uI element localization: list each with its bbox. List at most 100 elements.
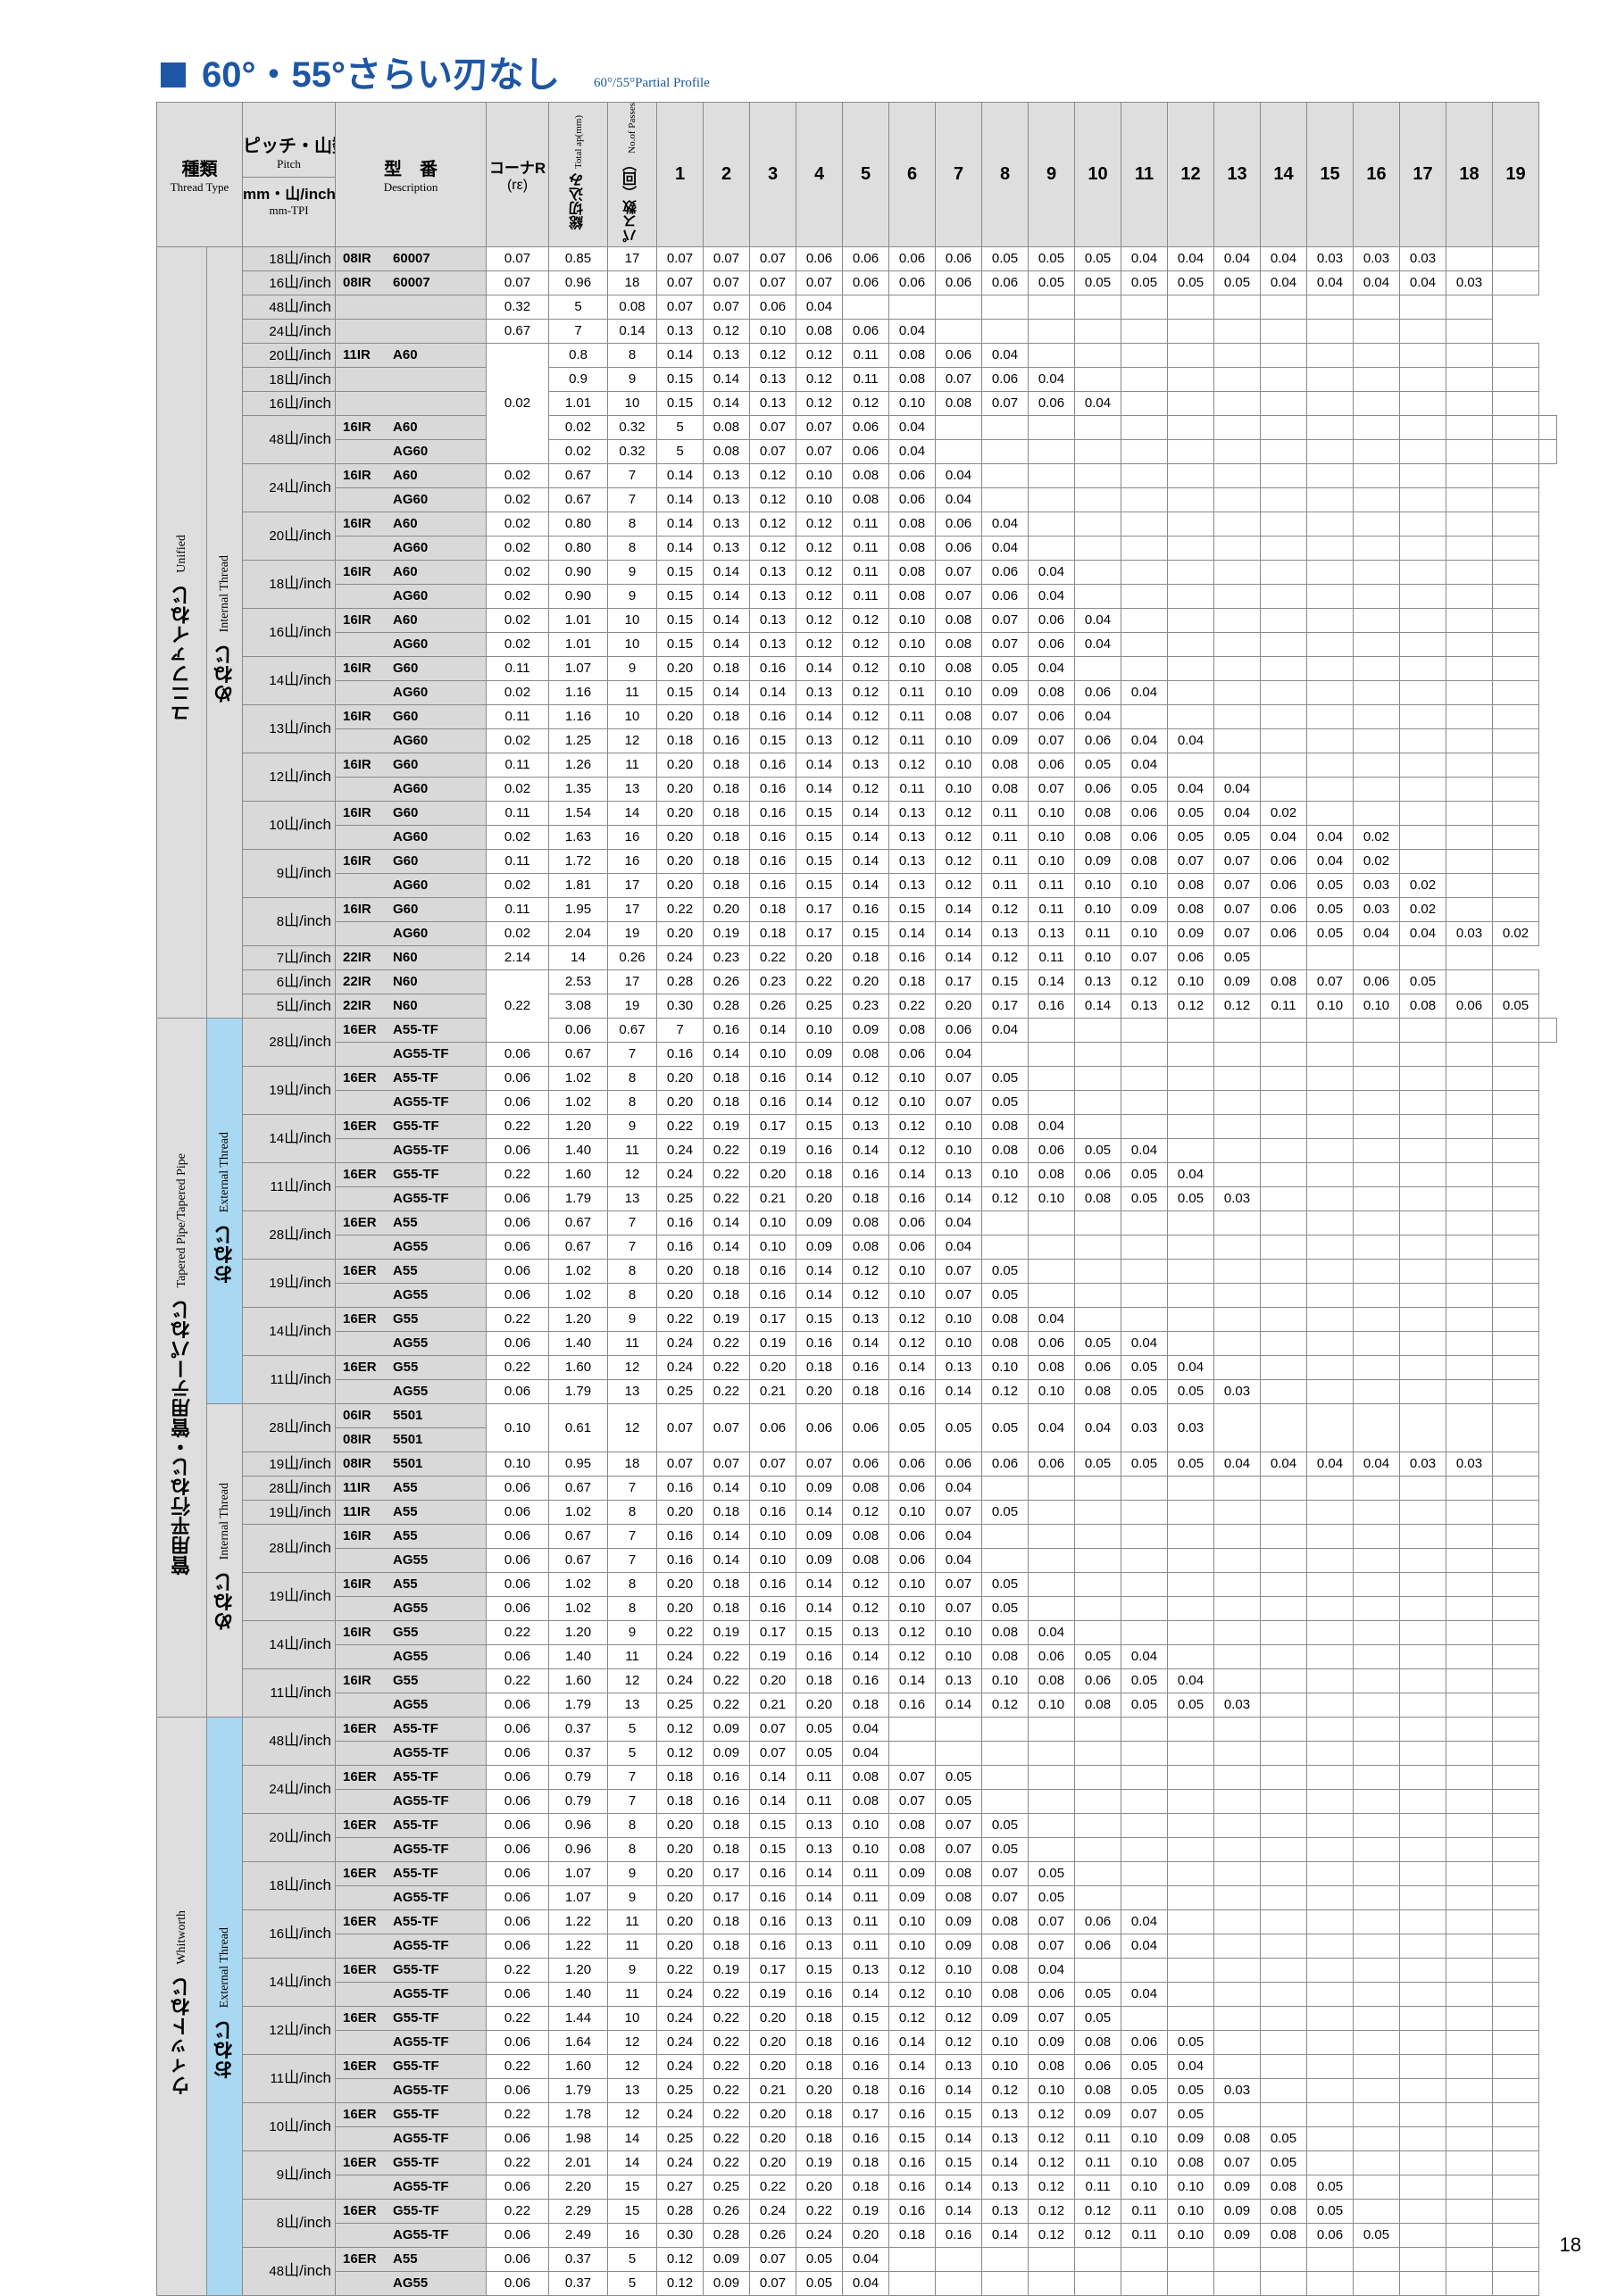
depth-per-pass-cell (1492, 2150, 1540, 2176)
depth-per-pass-cell (1213, 1403, 1262, 1453)
description-cell: 16ER A55 (335, 1210, 488, 1236)
depth-per-pass-cell (1306, 1114, 1354, 1140)
depth-per-pass-cell (1260, 1162, 1308, 1188)
depth-per-pass-cell (1306, 1307, 1354, 1333)
depth-per-pass-cell (1074, 1861, 1122, 1887)
depth-per-pass-cell: 0.05 (1306, 897, 1354, 923)
passes-cell: 9 (607, 584, 658, 610)
depth-per-pass-cell (1446, 1162, 1494, 1188)
depth-per-pass-cell (981, 295, 1029, 320)
model-number: AG55-TF (393, 1191, 449, 1207)
depth-per-pass-cell: 0.04 (1399, 270, 1447, 296)
depth-per-pass-cell: 0.04 (1167, 1162, 1215, 1188)
depth-per-pass-cell (1399, 1114, 1447, 1140)
depth-per-pass-cell (1492, 704, 1540, 730)
description-cell: AG60 (335, 921, 488, 947)
depth-per-pass-cell: 0.07 (1213, 921, 1262, 947)
depth-per-pass-cell (981, 1548, 1029, 1574)
depth-per-pass-cell: 0.20 (656, 873, 704, 899)
table-row: 28山/inch 16IR A55 0.06 0.67 7 0.16 0.14 0.10 0.09… (157, 1524, 1557, 1574)
insert-code: 16ER (343, 1070, 377, 1086)
depth-per-pass-cell: 0.07 (981, 1885, 1029, 1911)
depth-per-pass-cell (981, 1741, 1029, 1767)
depth-per-pass-cell (1492, 1813, 1540, 1839)
pitch-cell: 28山/inch (242, 1018, 337, 1068)
depth-per-pass-cell: 0.09 (1074, 2102, 1122, 2128)
insert-code: 11IR (343, 1504, 371, 1520)
depth-per-pass-cell (1167, 512, 1215, 537)
depth-per-pass-cell (1492, 656, 1540, 682)
depth-per-pass-cell: 0.16 (749, 1909, 797, 1935)
table-row: AG55-TF 0.06 1.40 11 0.24 0.22 0.19 0.16 0.14 0.1… (157, 1982, 1557, 2008)
depth-per-pass-cell (1492, 801, 1540, 827)
depth-per-pass-cell (1492, 439, 1540, 465)
depth-per-pass-cell: 0.08 (1260, 2223, 1308, 2249)
insert-code: 16IR (343, 1576, 371, 1593)
depth-per-pass-cell (981, 439, 1029, 465)
depth-per-pass-cell (1121, 1476, 1169, 1502)
table-row: AG55-TF 0.06 1.02 8 0.20 0.18 0.16 0.14 0.12 0.10… (157, 1090, 1557, 1116)
thread-subtype-jp: めねじ (213, 645, 236, 703)
depth-per-pass-cell: 0.18 (842, 2150, 890, 2176)
depth-per-pass-cell: 0.02 (1399, 873, 1447, 899)
depth-per-pass-cell (981, 415, 1029, 441)
depth-per-pass-cell (1492, 1186, 1540, 1212)
depth-per-pass-cell: 0.09 (1074, 849, 1122, 875)
depth-per-pass-cell: 0.13 (1074, 969, 1122, 995)
table-row: AG55-TF 0.06 1.98 14 0.25 0.22 0.20 0.18 0.16 0.1… (157, 2126, 1557, 2152)
depth-per-pass-cell: 0.07 (935, 1596, 983, 1622)
depth-per-pass-cell: 0.09 (981, 680, 1029, 706)
depth-per-pass-cell (981, 1476, 1029, 1502)
depth-per-pass-cell (1399, 1982, 1447, 2008)
corner-radius-cell: 0.07 (486, 270, 550, 296)
depth-per-pass-cell: 0.12 (842, 728, 890, 754)
passes-cell: 9 (607, 1885, 658, 1911)
depth-per-pass-cell: 0.07 (1167, 849, 1215, 875)
depth-per-pass-cell (1446, 1090, 1494, 1116)
insert-code: 16ER (343, 2107, 377, 2123)
depth-per-pass-cell: 0.14 (888, 2030, 937, 2056)
depth-per-pass-cell (1121, 1620, 1169, 1646)
depth-per-pass-cell (1446, 1837, 1494, 1863)
depth-per-pass-cell: 0.05 (1167, 825, 1215, 851)
depth-per-pass-cell: 0.07 (749, 1741, 797, 1767)
depth-per-pass-cell: 0.05 (1074, 1644, 1122, 1670)
table-row: 24山/inch 16ER A55-TF 0.06 0.79 7 0.18 0.16 0.14 0… (157, 1765, 1557, 1815)
depth-per-pass-cell: 0.12 (981, 1186, 1029, 1212)
model-number: AG55-TF (393, 1094, 449, 1111)
depth-per-pass-cell: 0.13 (796, 728, 844, 754)
depth-per-pass-cell: 0.07 (888, 1789, 937, 1815)
depth-per-pass-cell: 0.06 (888, 270, 937, 296)
depth-per-pass-cell (1167, 1596, 1215, 1622)
depth-per-pass-cell (1306, 487, 1354, 513)
depth-per-pass-cell: 0.04 (1260, 1452, 1308, 1477)
depth-per-pass-cell (1492, 1235, 1540, 1260)
pitch-cell: 9山/inch (242, 849, 337, 899)
depth-per-pass-cell (1213, 1668, 1262, 1694)
depth-per-pass-cell: 0.25 (656, 1693, 704, 1718)
depth-per-pass-cell: 0.07 (796, 439, 844, 465)
depth-per-pass-cell: 0.12 (749, 536, 797, 562)
depth-per-pass-cell: 0.12 (888, 1644, 937, 1670)
total-depth-cell: 0.67 (548, 1210, 609, 1236)
depth-per-pass-cell (1028, 1235, 1076, 1260)
depth-per-pass-cell (1446, 1934, 1494, 1959)
passes-cell: 16 (607, 825, 658, 851)
depth-per-pass-cell: 0.16 (888, 2199, 937, 2225)
description-cell: 16ER G55-TF (335, 1114, 488, 1140)
depth-per-pass-cell (1074, 343, 1122, 369)
depth-per-pass-cell: 0.11 (888, 680, 937, 706)
description-cell: 11IR A55 (335, 1476, 488, 1502)
depth-per-pass-cell (1446, 1379, 1494, 1405)
depth-per-pass-cell: 0.15 (656, 584, 704, 610)
pitch-unit: 山/inch (284, 1973, 332, 1991)
depth-per-pass-cell (1213, 560, 1262, 586)
depth-per-pass-cell: 0.06 (935, 512, 983, 537)
depth-per-pass-cell: 0.04 (1213, 246, 1262, 272)
depth-per-pass-cell: 0.16 (888, 945, 937, 971)
table-row: AG55-TF 0.06 1.22 11 0.20 0.18 0.16 0.13 0.11 0.1… (157, 1934, 1557, 1959)
depth-per-pass-cell (1121, 512, 1169, 537)
depth-per-pass-cell: 0.20 (749, 2030, 797, 2056)
corner-radius-cell: 0.02 (486, 512, 550, 537)
depth-per-pass-cell (1353, 632, 1401, 658)
